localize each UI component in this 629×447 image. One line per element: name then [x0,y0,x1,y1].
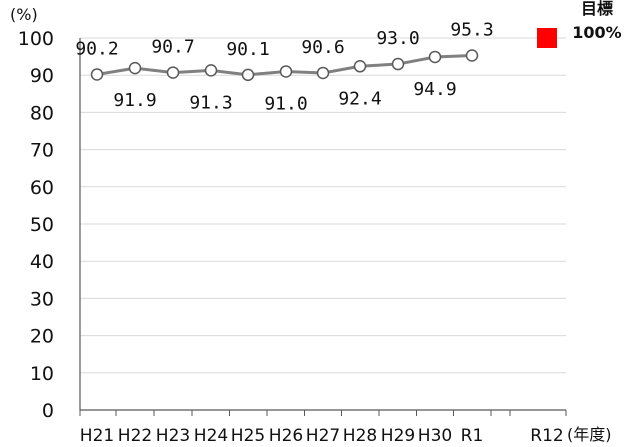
data-label: 90.7 [151,37,194,58]
y-tick-label: 80 [30,102,54,124]
data-label: 94.9 [413,79,456,100]
gridlines [80,37,566,374]
data-point [128,61,142,75]
x-tick-label: H28 [343,426,377,446]
x-tick-label: H24 [194,426,228,446]
data-label: 93.0 [376,28,419,49]
data-labels: 90.2 91.9 90.7 91.3 90.1 91.0 90.6 92.4 93.0 94.9… [75,19,493,114]
y-tick-labels: 0 10 20 30 40 50 60 70 80 90 100 [18,28,54,422]
y-tick-label: 0 [42,400,54,422]
x-tick-label: H30 [418,426,452,446]
data-point [90,68,104,81]
y-tick-label: 50 [30,214,54,236]
data-point [166,66,180,79]
x-tick-label: H21 [80,426,114,446]
y-tick-label: 90 [30,65,54,87]
y-tick-label: 70 [30,140,54,162]
data-label: 91.3 [189,92,232,113]
y-tick-label: 40 [30,251,54,273]
data-point [428,50,442,64]
data-label: 95.3 [450,19,493,40]
target-square [537,28,557,48]
data-label: 91.9 [113,90,156,111]
data-point [465,49,479,62]
x-tick-label: H26 [269,426,303,446]
data-point [316,66,330,80]
y-tick-label: 30 [30,288,54,310]
data-point [204,64,218,77]
data-label: 90.2 [75,38,118,59]
y-tick-label: 20 [30,326,54,348]
data-label: 91.0 [264,93,307,114]
data-label: 90.1 [226,39,269,60]
data-point [391,57,405,71]
x-tick-label: H25 [231,426,265,446]
data-point [279,65,293,78]
x-axis-unit: (年度) [567,425,612,444]
data-point [241,68,255,82]
data-label: 90.6 [301,37,344,58]
x-tick-label: H22 [118,426,152,446]
data-label: 92.4 [338,88,381,109]
target-label-title: 目標 [581,0,613,18]
y-tick-label: 60 [30,177,54,199]
x-tick-label: H27 [306,426,340,446]
y-axis-unit: (%) [10,5,38,24]
x-tick-label: H23 [156,426,190,446]
axes [79,38,567,416]
data-points [90,49,479,82]
target-label-value: 100% [572,23,621,42]
y-tick-label: 10 [30,363,54,385]
data-point [353,60,367,73]
x-tick-label: H29 [381,426,415,446]
target-marker: 目標 100% [537,0,622,48]
y-tick-label: 100 [18,28,54,50]
x-tick-label: R12 [530,426,563,446]
x-tick-labels: H21 H22 H23 H24 H25 H26 H27 H28 H29 H30 R1 R12 [80,426,564,446]
x-tick-label: R1 [461,426,484,446]
